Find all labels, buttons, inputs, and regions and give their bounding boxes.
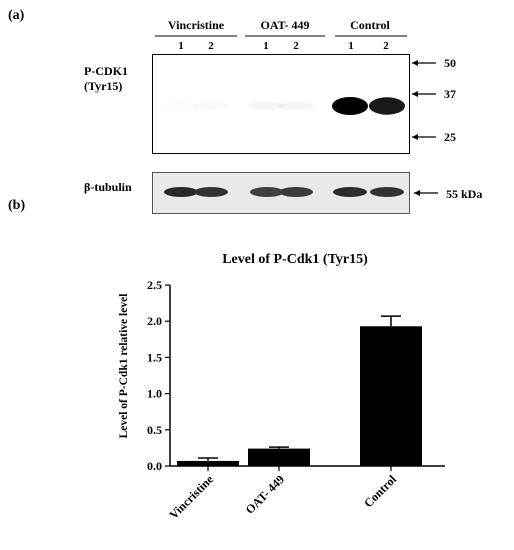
- bar: [248, 448, 310, 466]
- band-pcdk1: [369, 97, 405, 115]
- marker-55kda: 55 kDa: [446, 187, 483, 201]
- lane-number: 1: [178, 40, 184, 52]
- arrow-head: [412, 60, 418, 66]
- y-tick-label: 2.5: [147, 278, 162, 292]
- band-group: [163, 97, 405, 115]
- x-tick-label: OAT- 449: [243, 472, 288, 517]
- lane-number: 2: [208, 40, 214, 52]
- band-tubulin: [194, 187, 228, 197]
- arrow-head: [412, 91, 418, 97]
- lane-number: 2: [293, 40, 299, 52]
- marker-50: 50: [444, 56, 456, 70]
- marker-37: 37: [444, 87, 456, 101]
- x-tick-label: Control: [361, 472, 399, 510]
- bar-chart: Level of P-Cdk1 (Tyr15) Level of P-Cdk1 …: [118, 252, 445, 522]
- bar: [360, 326, 422, 466]
- lane-number: 1: [348, 40, 354, 52]
- marker-25: 25: [444, 130, 456, 144]
- bar: [177, 460, 239, 466]
- band-tubulin: [333, 187, 367, 197]
- band-pcdk1: [332, 97, 368, 115]
- y-axis-label: Level of P-Cdk1 relative level: [118, 294, 130, 439]
- arrow-head: [414, 190, 420, 196]
- group-underlines: [155, 35, 407, 37]
- plot-area: 0.0 0.5 1.0 1.5 2.0 2.5 Vincristine OAT- 449 Con…: [147, 278, 445, 522]
- chart-title: Level of P-Cdk1 (Tyr15): [222, 252, 368, 267]
- panel-label-b: (b): [8, 198, 26, 213]
- y-tick-label: 0.0: [147, 459, 162, 473]
- band-pcdk1: [278, 102, 314, 110]
- marker-arrow-bottom: [414, 190, 438, 196]
- band-pcdk1: [163, 102, 199, 110]
- western-blot-pcdk1: [152, 54, 410, 154]
- y-tick-label: 0.5: [147, 423, 162, 437]
- arrow-head: [412, 134, 418, 140]
- blot-label-line1: P-CDK1: [84, 64, 128, 78]
- group-label-oat449: OAT- 449: [260, 18, 310, 32]
- band-tubulin: [279, 187, 313, 197]
- group-label-vincristine: Vincristine: [167, 18, 225, 32]
- blot-label-pcdk1: P-CDK1 (Tyr15): [84, 64, 128, 94]
- y-tick-label: 2.0: [147, 314, 162, 328]
- panel-label-a: (a): [8, 8, 25, 23]
- y-tick-label: 1.0: [147, 387, 162, 401]
- marker-arrows-top: [412, 60, 436, 140]
- band-tubulin: [250, 187, 284, 197]
- lane-number: 2: [383, 40, 389, 52]
- band-pcdk1: [249, 102, 285, 110]
- band-tubulin: [164, 187, 198, 197]
- lane-number: 1: [263, 40, 269, 52]
- western-blot-tubulin: [152, 172, 410, 214]
- blot-label-line2: (Tyr15): [84, 79, 123, 93]
- group-label-control: Control: [350, 18, 390, 32]
- band-group: [164, 187, 404, 197]
- y-tick-label: 1.5: [147, 350, 162, 364]
- blot-frame: [152, 172, 410, 214]
- blot-label-tubulin: β-tubulin: [84, 180, 132, 194]
- band-pcdk1: [193, 102, 229, 110]
- band-tubulin: [370, 187, 404, 197]
- x-tick-label: Vincristine: [166, 472, 216, 522]
